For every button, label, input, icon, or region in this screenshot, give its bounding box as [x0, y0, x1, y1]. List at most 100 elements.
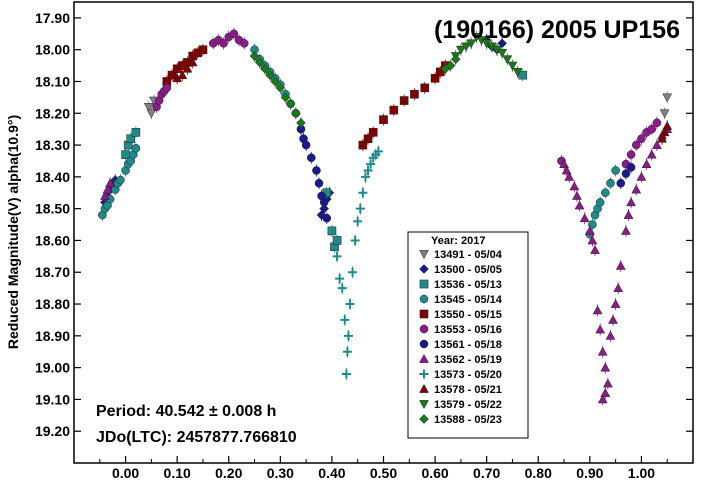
data-point-7-26: [623, 209, 634, 219]
legend: Year: 2017 13491 - 05/04 13500 - 05/05 135…: [407, 231, 529, 439]
data-point-8-11: [355, 204, 365, 214]
data-point-10-12: [512, 68, 523, 77]
data-point-3-6: [116, 175, 125, 185]
data-point-8-2: [337, 283, 347, 293]
y-tick-label-1: 18.00: [35, 42, 70, 58]
data-point-11-8: [290, 108, 301, 119]
y-tick-label-7: 18.60: [35, 232, 70, 248]
data-point-8-15: [366, 159, 376, 169]
legend-label-6: 13561 - 05/18: [434, 339, 502, 351]
data-point-7-19: [597, 394, 608, 404]
x-tick-label-4: 0.40: [318, 465, 345, 481]
x-tick-label-6: 0.60: [421, 465, 448, 481]
legend-marker-2: [419, 279, 429, 289]
data-point-7-23: [613, 283, 624, 292]
data-point-11-11: [445, 60, 456, 71]
legend-label-2: 13536 - 05/13: [434, 279, 502, 291]
data-point-6-8: [322, 213, 332, 223]
data-point-4-8: [358, 140, 368, 150]
data-point-7-2: [105, 178, 116, 188]
data-point-10-9: [497, 49, 508, 58]
data-point-7-13: [592, 305, 603, 315]
data-point-4-7: [198, 45, 208, 54]
data-point-11-9: [296, 117, 306, 128]
data-point-0-1: [146, 109, 157, 119]
data-point-9-2: [182, 63, 193, 73]
data-point-7-9: [579, 213, 590, 223]
data-point-3-22: [588, 220, 597, 229]
y-tick-label-4: 18.30: [35, 137, 70, 153]
data-point-11-1: [254, 57, 265, 68]
x-tick-label-8: 0.80: [525, 465, 552, 481]
x-axis: 0.00 0.10 0.20 0.30 0.40 0.50 0.60 0.70 0.80 0.90…: [99, 456, 668, 481]
data-point-4-12: [389, 105, 399, 115]
data-point-7-6: [569, 181, 580, 191]
data-point-4-15: [420, 83, 430, 93]
data-point-4-1: [167, 70, 177, 80]
data-point-11-12: [450, 54, 461, 65]
data-point-6-11: [626, 163, 636, 172]
data-point-4-16: [430, 74, 440, 83]
data-point-7-12: [590, 244, 600, 254]
x-tick-label-7: 0.70: [473, 465, 500, 481]
data-point-8-1: [335, 274, 345, 284]
data-point-6-4: [312, 166, 321, 175]
data-point-7-29: [636, 171, 647, 181]
data-point-7-30: [641, 159, 652, 168]
data-point-8-7: [345, 299, 355, 309]
data-point-9-3: [187, 57, 198, 67]
data-point-6-9: [616, 178, 626, 188]
legend-box: [407, 231, 529, 439]
x-tick-label-1: 0.10: [164, 465, 191, 481]
data-point-7-11: [587, 235, 598, 245]
legend-label-1: 13500 - 05/05: [434, 264, 502, 276]
legend-marker-10: [419, 400, 429, 410]
data-point-5-7: [219, 39, 228, 48]
legend-label-10: 13579 - 05/22: [434, 399, 502, 411]
legend-marker-3: [419, 294, 429, 304]
data-point-11-6: [280, 92, 291, 103]
data-point-7-16: [600, 362, 611, 372]
data-point-2-2: [126, 134, 136, 144]
data-point-11-3: [265, 70, 275, 80]
data-point-8-13: [360, 172, 370, 182]
data-point-7-8: [574, 200, 585, 210]
data-point-11-5: [275, 82, 286, 93]
legend-label-9: 13578 - 05/21: [434, 384, 502, 396]
legend-marker-0: [419, 250, 429, 260]
data-point-4-9: [363, 134, 373, 144]
legend-marker-7: [419, 353, 429, 363]
y-axis: 17.90 18.00 18.10 18.20 18.30 18.40 18.50 18.60…: [35, 10, 693, 439]
data-point-5-11: [239, 39, 249, 48]
plot-frame: [73, 1, 694, 464]
data-point-7-25: [621, 225, 631, 235]
y-tick-label-6: 18.50: [35, 201, 70, 217]
data-point-8-18: [373, 146, 383, 156]
legend-title: Year: 2017: [431, 235, 485, 247]
data-point-7-14: [595, 324, 606, 334]
data-point-6-5: [314, 178, 324, 188]
data-point-6-7: [319, 197, 329, 207]
data-point-3-27: [606, 178, 615, 188]
data-point-10-3: [466, 39, 477, 49]
x-tick-label-9: 0.90: [576, 465, 603, 481]
data-point-8-0: [332, 251, 342, 261]
data-point-7-20: [605, 330, 616, 340]
legend-marker-1: [419, 264, 429, 274]
data-point-8-4: [342, 347, 352, 357]
data-point-3-28: [611, 166, 620, 175]
legend-marker-5: [419, 324, 429, 334]
data-point-5-14: [626, 150, 636, 159]
data-point-8-6: [343, 331, 353, 341]
data-point-5-15: [631, 140, 641, 150]
data-point-0-4: [659, 109, 670, 119]
data-point-6-10: [621, 169, 631, 178]
data-point-7-32: [651, 140, 662, 149]
data-points: [98, 27, 673, 406]
data-point-7-24: [615, 260, 626, 270]
data-point-5-9: [229, 29, 239, 39]
y-axis-label: Reduced Magnitude(V) alpha(10.9°): [5, 115, 21, 349]
data-point-8-3: [340, 315, 350, 325]
data-point-7-21: [608, 314, 618, 324]
